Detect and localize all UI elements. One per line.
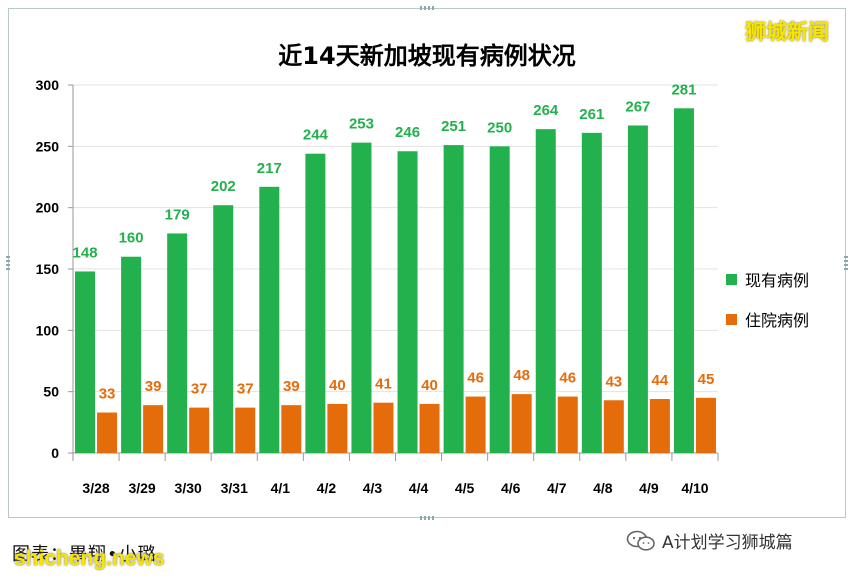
bar-series-2 bbox=[235, 407, 256, 453]
data-label-series-2: 41 bbox=[375, 376, 392, 393]
bar-series-2 bbox=[557, 396, 578, 453]
brand-logo-text: 狮城新闻 bbox=[745, 20, 829, 44]
bar-series-2 bbox=[327, 403, 348, 453]
bar-series-1 bbox=[443, 145, 464, 453]
y-tick-label: 250 bbox=[36, 138, 60, 154]
y-tick-label: 100 bbox=[36, 322, 60, 338]
bar-series-2 bbox=[511, 394, 532, 453]
data-label-series-2: 46 bbox=[559, 370, 576, 387]
data-label-series-2: 39 bbox=[283, 378, 300, 395]
data-label-series-1: 179 bbox=[165, 206, 190, 223]
wechat-icon bbox=[626, 530, 655, 551]
data-label-series-1: 202 bbox=[211, 178, 236, 195]
bar-series-2 bbox=[465, 396, 486, 453]
data-label-series-2: 33 bbox=[99, 386, 116, 403]
legend-swatch-series-1 bbox=[726, 273, 737, 285]
legend-item-series-1: 现有病例 bbox=[726, 268, 809, 290]
data-label-series-2: 40 bbox=[421, 377, 438, 394]
bar-series-2 bbox=[695, 397, 716, 453]
x-tick-label: 4/7 bbox=[547, 480, 567, 496]
x-tick-label: 3/30 bbox=[175, 480, 202, 496]
legend-swatch-series-2 bbox=[726, 313, 737, 325]
bar-series-2 bbox=[143, 405, 164, 453]
bar-series-1 bbox=[581, 132, 602, 453]
legend-item-series-2: 住院病例 bbox=[726, 308, 809, 330]
x-tick-label: 4/9 bbox=[639, 480, 659, 496]
resize-handle-bottom[interactable] bbox=[420, 516, 434, 520]
bar-series-2 bbox=[281, 405, 302, 453]
data-label-series-1: 148 bbox=[73, 244, 98, 261]
x-tick-label: 4/8 bbox=[593, 480, 613, 496]
legend-label-series-1: 现有病例 bbox=[745, 271, 810, 290]
data-label-series-2: 37 bbox=[237, 381, 254, 398]
data-label-series-1: 217 bbox=[257, 160, 282, 177]
bar-series-1 bbox=[167, 233, 188, 453]
bar-series-2 bbox=[419, 403, 440, 453]
x-tick-label: 3/31 bbox=[221, 480, 248, 496]
data-label-series-1: 160 bbox=[119, 230, 144, 247]
x-tick-label: 4/2 bbox=[317, 480, 337, 496]
data-label-series-2: 48 bbox=[513, 367, 530, 384]
x-tick-label: 4/4 bbox=[409, 480, 429, 496]
data-label-series-2: 44 bbox=[652, 372, 669, 389]
data-label-series-2: 46 bbox=[467, 370, 484, 387]
bar-series-1 bbox=[121, 256, 142, 453]
wechat-account: A计划学习狮城篇 bbox=[626, 528, 793, 553]
bar-series-1 bbox=[259, 186, 280, 453]
y-tick-label: 150 bbox=[36, 261, 60, 277]
wechat-account-name: A计划学习狮城篇 bbox=[662, 533, 793, 553]
bar-series-2 bbox=[97, 412, 118, 453]
data-label-series-1: 267 bbox=[625, 98, 650, 115]
data-label-series-1: 264 bbox=[533, 102, 559, 119]
y-tick-label: 200 bbox=[36, 200, 60, 216]
chart-credit: 图表：畢翔•小璐 bbox=[12, 544, 157, 565]
resize-handle-right[interactable] bbox=[844, 256, 848, 270]
y-tick-label: 0 bbox=[51, 445, 59, 461]
data-label-series-2: 40 bbox=[329, 377, 346, 394]
x-tick-label: 4/5 bbox=[455, 480, 475, 496]
x-tick-label: 4/10 bbox=[681, 480, 708, 496]
site-watermark: shicheng.news bbox=[14, 547, 165, 570]
bar-series-1 bbox=[627, 125, 648, 453]
x-tick-label: 3/29 bbox=[128, 480, 155, 496]
data-label-series-1: 253 bbox=[349, 116, 374, 133]
bar-series-1 bbox=[489, 146, 510, 454]
x-tick-label: 3/28 bbox=[82, 480, 109, 496]
x-tick-label: 4/1 bbox=[271, 480, 291, 496]
data-label-series-1: 246 bbox=[395, 124, 420, 141]
resize-handle-left[interactable] bbox=[6, 256, 10, 270]
bar-series-1 bbox=[75, 271, 96, 453]
y-tick-label: 300 bbox=[36, 77, 60, 93]
legend-label-series-2: 住院病例 bbox=[745, 311, 810, 330]
x-tick-label: 4/3 bbox=[363, 480, 383, 496]
bar-series-1 bbox=[397, 151, 418, 454]
bar-series-1 bbox=[673, 108, 694, 453]
bar-series-1 bbox=[213, 205, 234, 453]
data-label-series-2: 43 bbox=[605, 373, 622, 390]
data-label-series-1: 281 bbox=[671, 81, 696, 98]
bar-series-2 bbox=[189, 407, 210, 453]
bar-series-1 bbox=[351, 142, 372, 454]
data-label-series-1: 250 bbox=[487, 119, 512, 136]
bar-series-2 bbox=[373, 402, 394, 453]
data-label-series-1: 251 bbox=[441, 118, 466, 135]
data-label-series-1: 261 bbox=[579, 106, 604, 123]
y-tick-label: 50 bbox=[43, 384, 59, 400]
data-label-series-2: 37 bbox=[191, 381, 208, 398]
chart-legend: 现有病例 住院病例 bbox=[726, 268, 809, 348]
data-label-series-2: 45 bbox=[698, 371, 715, 388]
resize-handle-top[interactable] bbox=[420, 6, 434, 10]
bar-series-1 bbox=[535, 129, 556, 453]
bar-series-1 bbox=[305, 153, 326, 453]
data-label-series-2: 39 bbox=[145, 378, 162, 395]
bar-series-2 bbox=[649, 399, 670, 453]
x-tick-label: 4/6 bbox=[501, 480, 521, 496]
data-label-series-1: 244 bbox=[303, 127, 329, 144]
chart-title: 近14天新加坡现有病例状况 bbox=[278, 42, 576, 70]
bar-series-2 bbox=[603, 400, 624, 453]
